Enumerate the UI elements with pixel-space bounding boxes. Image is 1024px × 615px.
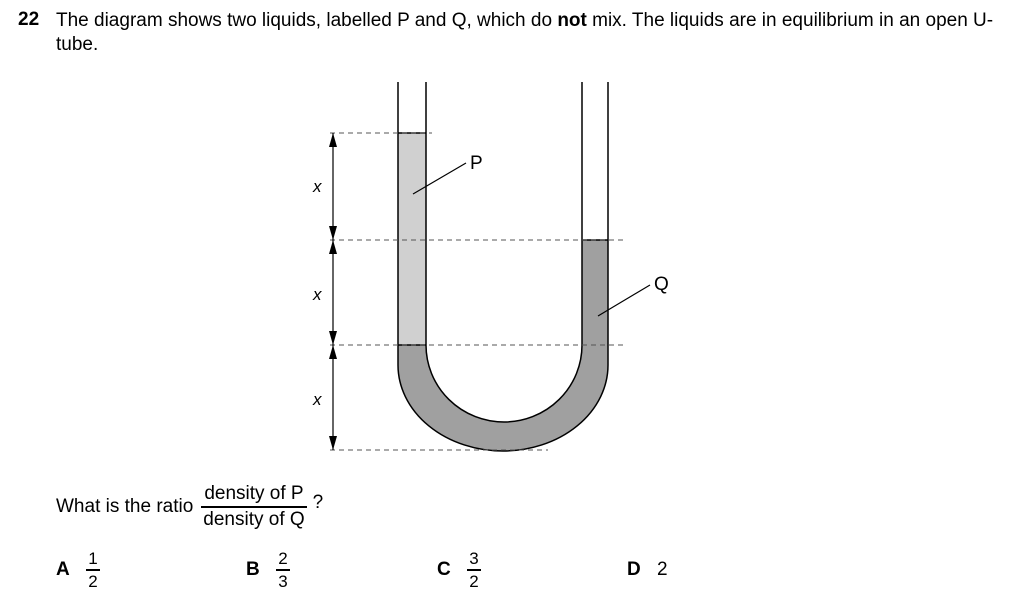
label-p-leader xyxy=(412,162,467,195)
option-c[interactable]: C 3 2 xyxy=(437,548,481,592)
stem-text-end: mix. The liquids are in equilibrium in a… xyxy=(56,10,994,55)
arrowhead-1-down xyxy=(329,226,337,240)
stem-text-start: The diagram shows two liquids, labelled … xyxy=(56,10,558,31)
option-c-fraction: 3 2 xyxy=(467,549,481,591)
arrowhead-1-up xyxy=(329,133,337,147)
option-b-denominator: 3 xyxy=(278,571,288,591)
ratio-numerator: density of P xyxy=(204,483,304,505)
option-d-value: 2 xyxy=(657,559,668,580)
option-d-letter: D xyxy=(627,559,641,580)
height-label-1: x xyxy=(312,177,322,196)
option-c-denominator: 2 xyxy=(469,571,479,591)
liquid-q xyxy=(398,240,608,451)
question-stem: The diagram shows two liquids, labelled … xyxy=(56,9,996,57)
option-c-letter: C xyxy=(437,559,451,580)
u-tube-outer-wall xyxy=(397,82,609,452)
option-b-bar xyxy=(276,569,290,571)
question-prompt: What is the ratio density of P density o… xyxy=(56,482,323,532)
label-q-leader xyxy=(597,284,651,317)
option-d[interactable]: D 2 xyxy=(627,548,668,592)
option-a-denominator: 2 xyxy=(88,571,98,591)
liquid-p xyxy=(398,133,426,345)
density-ratio-fraction: density of P density of Q xyxy=(201,483,307,530)
option-b[interactable]: B 2 3 xyxy=(246,548,290,592)
option-c-numerator: 3 xyxy=(469,549,479,569)
option-a-bar xyxy=(86,569,100,571)
height-label-2: x xyxy=(312,285,322,304)
option-b-numerator: 2 xyxy=(278,549,288,569)
fraction-bar xyxy=(201,506,307,508)
arrowhead-2-up xyxy=(329,240,337,254)
question-number: 22 xyxy=(18,9,40,30)
stem-emphasis: not xyxy=(557,10,587,31)
arrowhead-2-down xyxy=(329,331,337,345)
ratio-denominator: density of Q xyxy=(203,508,305,530)
u-tube-inner-wall xyxy=(425,82,583,423)
label-q: Q xyxy=(654,274,669,295)
prompt-text: What is the ratio xyxy=(56,496,194,517)
height-label-3: x xyxy=(312,390,322,409)
option-a-fraction: 1 2 xyxy=(86,549,100,591)
option-c-bar xyxy=(467,569,481,571)
option-a[interactable]: A 1 2 xyxy=(56,548,100,592)
prompt-question-mark: ? xyxy=(312,492,324,513)
arrowhead-3-up xyxy=(329,345,337,359)
option-b-fraction: 2 3 xyxy=(276,549,290,591)
option-a-letter: A xyxy=(56,559,70,580)
arrowhead-3-down xyxy=(329,436,337,450)
option-b-letter: B xyxy=(246,559,260,580)
label-p: P xyxy=(470,153,483,174)
option-a-numerator: 1 xyxy=(88,549,98,569)
